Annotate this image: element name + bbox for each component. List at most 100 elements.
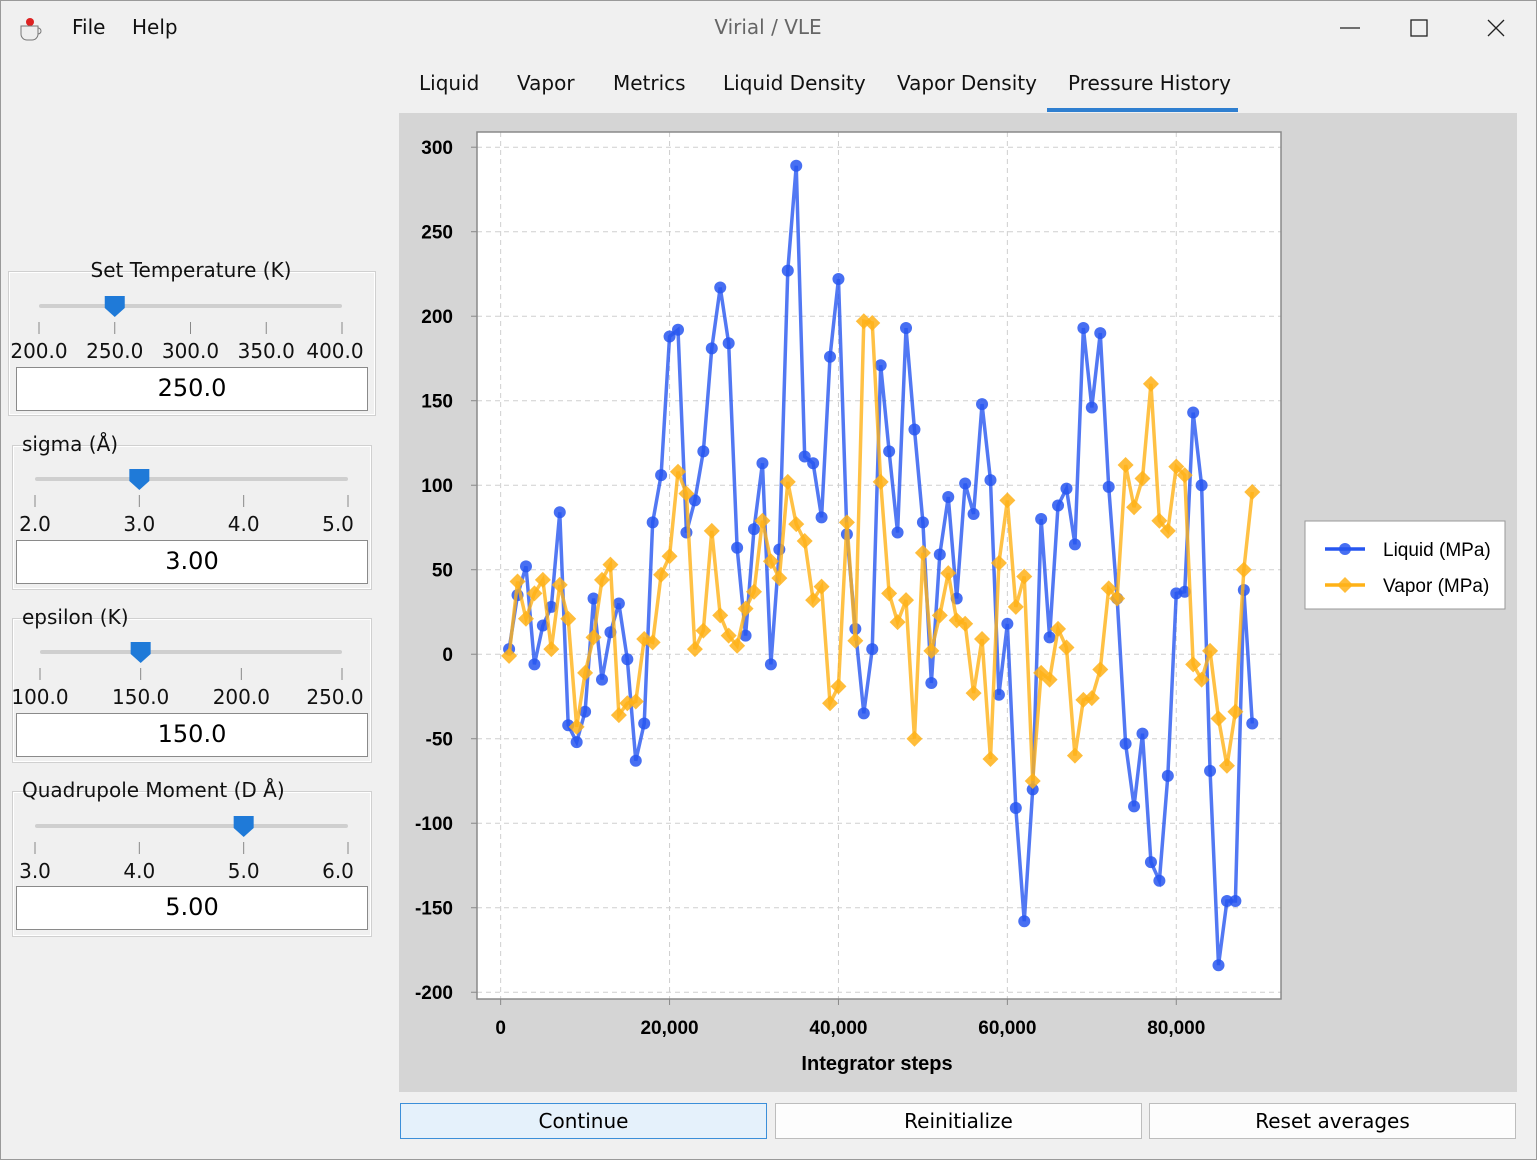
tab[interactable]: Metrics xyxy=(613,71,686,95)
data-point xyxy=(1102,480,1115,493)
data-point xyxy=(1235,561,1252,578)
data-point xyxy=(536,619,549,632)
tab[interactable]: Pressure History xyxy=(1068,71,1231,95)
data-point xyxy=(1210,710,1227,727)
data-point xyxy=(697,445,710,458)
value-field[interactable]: 3.00 xyxy=(16,540,368,584)
data-point xyxy=(990,554,1007,571)
tab[interactable]: Liquid Density xyxy=(723,71,866,95)
slider-tick-label: 350.0 xyxy=(237,339,295,363)
data-point xyxy=(534,571,551,588)
slider-track xyxy=(40,650,342,654)
slider-tick-label: 100.0 xyxy=(11,685,69,709)
data-point xyxy=(1066,747,1083,764)
x-axis-label: Integrator steps xyxy=(801,1053,952,1075)
button[interactable]: Continue xyxy=(400,1103,767,1139)
data-point xyxy=(790,159,803,172)
data-point xyxy=(796,532,813,549)
data-point xyxy=(942,491,955,504)
slider-tick-label: 250.0 xyxy=(86,339,144,363)
data-point xyxy=(729,637,746,654)
y-tick-label: 300 xyxy=(421,138,453,159)
slider[interactable] xyxy=(0,0,380,1160)
slider-thumb[interactable] xyxy=(129,469,150,490)
x-tick-label: 40,000 xyxy=(809,1018,867,1039)
data-point xyxy=(517,610,534,627)
menu-help[interactable]: Help xyxy=(132,15,178,39)
slider-track xyxy=(35,824,348,828)
data-point xyxy=(602,556,619,573)
data-point xyxy=(908,423,921,436)
window-controls[interactable] xyxy=(1330,14,1520,42)
value-field[interactable]: 5.00 xyxy=(16,886,368,930)
data-point xyxy=(925,676,938,689)
data-point xyxy=(661,548,678,565)
slider-group xyxy=(8,271,376,416)
slider-thumb[interactable] xyxy=(130,642,151,663)
slider[interactable] xyxy=(0,0,380,1160)
data-point xyxy=(824,350,837,363)
plot-frame xyxy=(476,131,1282,1000)
slider-thumb[interactable] xyxy=(233,816,254,837)
tab[interactable]: Vapor xyxy=(517,71,575,95)
menu-file[interactable]: File xyxy=(72,15,106,39)
data-point xyxy=(923,642,940,659)
data-point xyxy=(1153,874,1166,887)
data-point xyxy=(519,560,532,573)
data-point xyxy=(1060,482,1073,495)
slider[interactable] xyxy=(0,0,380,1160)
data-point xyxy=(754,512,771,529)
slider-label: Set Temperature (K) xyxy=(90,258,292,282)
data-point xyxy=(739,629,752,642)
data-point xyxy=(1178,585,1191,598)
data-point xyxy=(646,516,659,529)
data-point xyxy=(1218,757,1235,774)
slider-tick-label: 200.0 xyxy=(212,685,270,709)
y-tick-label: 250 xyxy=(421,223,453,244)
value-field[interactable]: 150.0 xyxy=(16,713,368,757)
y-tick-label: -50 xyxy=(426,730,453,751)
data-point xyxy=(1176,467,1193,484)
data-point xyxy=(805,592,822,609)
data-point xyxy=(663,330,676,343)
slider-thumb[interactable] xyxy=(104,296,125,317)
slider[interactable] xyxy=(0,0,380,1160)
slider-tick-label: 4.0 xyxy=(123,859,156,883)
data-point xyxy=(1009,802,1022,815)
data-point xyxy=(695,622,712,639)
data-point xyxy=(900,322,913,335)
data-point xyxy=(528,658,541,671)
data-point xyxy=(1117,456,1134,473)
data-point xyxy=(1092,661,1109,678)
data-point xyxy=(1109,590,1126,607)
button[interactable]: Reset averages xyxy=(1149,1103,1516,1139)
data-point xyxy=(688,494,701,507)
data-point xyxy=(636,631,653,648)
app-icon xyxy=(20,18,42,41)
data-point xyxy=(1202,642,1219,659)
data-point xyxy=(1142,375,1159,392)
data-point xyxy=(916,516,929,529)
x-tick-label: 20,000 xyxy=(640,1018,698,1039)
data-point xyxy=(967,507,980,520)
data-point xyxy=(703,522,720,539)
data-point xyxy=(883,445,896,458)
data-point xyxy=(655,469,668,482)
data-point xyxy=(610,707,627,724)
tab[interactable]: Liquid xyxy=(419,71,480,95)
x-tick-label: 80,000 xyxy=(1147,1018,1205,1039)
slider-tick-label: 150.0 xyxy=(112,685,170,709)
data-point xyxy=(999,492,1016,509)
data-point xyxy=(1083,690,1100,707)
slider-tick-label: 300.0 xyxy=(161,339,220,363)
data-point xyxy=(982,751,999,768)
value-field[interactable]: 250.0 xyxy=(16,367,368,411)
tab[interactable]: Vapor Density xyxy=(897,71,1037,95)
button[interactable]: Reinitialize xyxy=(775,1103,1142,1139)
data-point xyxy=(705,342,718,355)
data-point xyxy=(847,632,864,649)
data-point xyxy=(1204,764,1217,777)
slider-tick-label: 400.0 xyxy=(306,339,364,363)
data-point xyxy=(1094,327,1107,340)
slider-tick-label: 3.0 xyxy=(123,512,156,536)
